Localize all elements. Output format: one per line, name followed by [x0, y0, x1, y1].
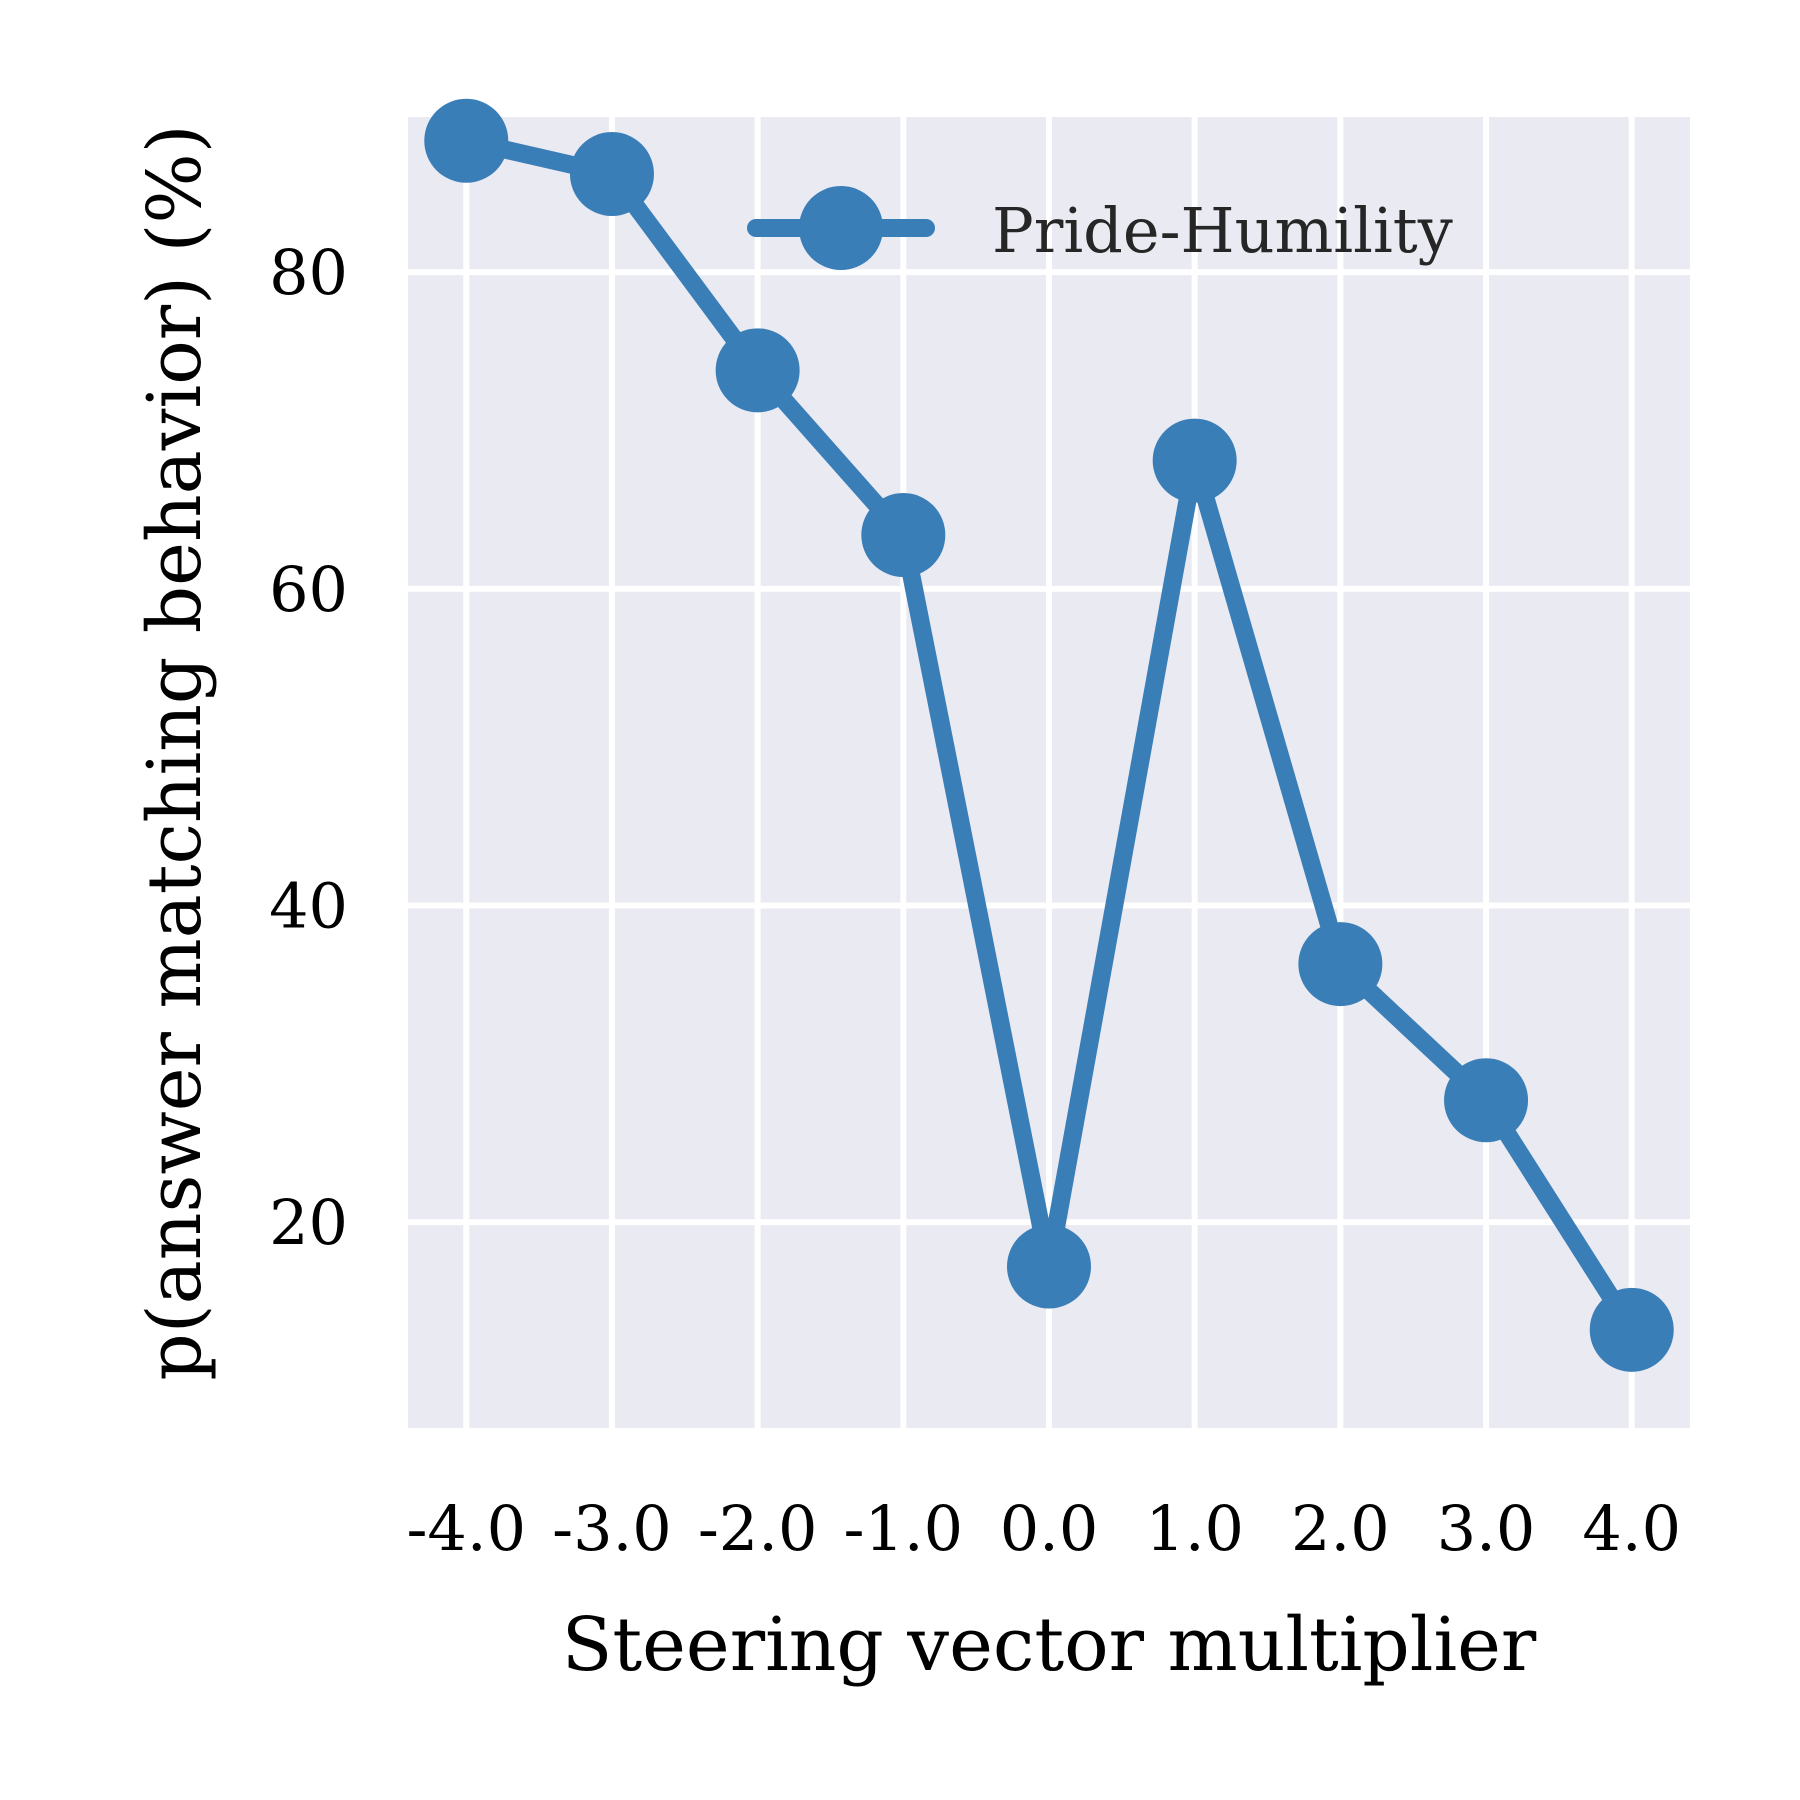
y-tick-label: 80 [269, 236, 348, 309]
data-point [861, 493, 946, 577]
data-point [569, 132, 654, 216]
x-tick-label: -2.0 [698, 1492, 818, 1565]
y-axis-label: p(answer matching behavior) (%) [132, 124, 218, 1380]
x-tick-label: 3.0 [1437, 1492, 1536, 1565]
x-tick-label: 0.0 [1000, 1492, 1099, 1565]
data-point [1589, 1287, 1674, 1372]
y-tick-labels: 20 40 60 80 [269, 236, 348, 1259]
data-point [1298, 922, 1383, 1007]
x-tick-label: 2.0 [1291, 1492, 1390, 1565]
x-axis-label: Steering vector multiplier [562, 1602, 1537, 1688]
y-tick-label: 60 [269, 553, 348, 626]
series-layer [424, 98, 1674, 1372]
data-point [715, 328, 800, 413]
grid [408, 117, 1690, 1428]
x-tick-label: 4.0 [1582, 1492, 1681, 1565]
x-tick-label: -1.0 [844, 1492, 964, 1565]
x-tick-label: 1.0 [1145, 1492, 1244, 1565]
y-tick-label: 20 [269, 1186, 348, 1259]
data-point [1007, 1224, 1091, 1309]
x-tick-labels: -4.0 -3.0 -2.0 -1.0 0.0 1.0 2.0 3.0 4.0 [406, 1492, 1681, 1565]
data-point [1152, 418, 1237, 503]
legend: Pride-Humility [747, 186, 1453, 270]
x-tick-label: -3.0 [552, 1492, 672, 1565]
data-point [1444, 1058, 1529, 1143]
x-tick-label: -4.0 [406, 1492, 526, 1565]
legend-label: Pride-Humility [992, 194, 1453, 267]
legend-point-marker [799, 186, 883, 270]
data-point [424, 98, 509, 183]
y-tick-label: 40 [269, 870, 348, 943]
